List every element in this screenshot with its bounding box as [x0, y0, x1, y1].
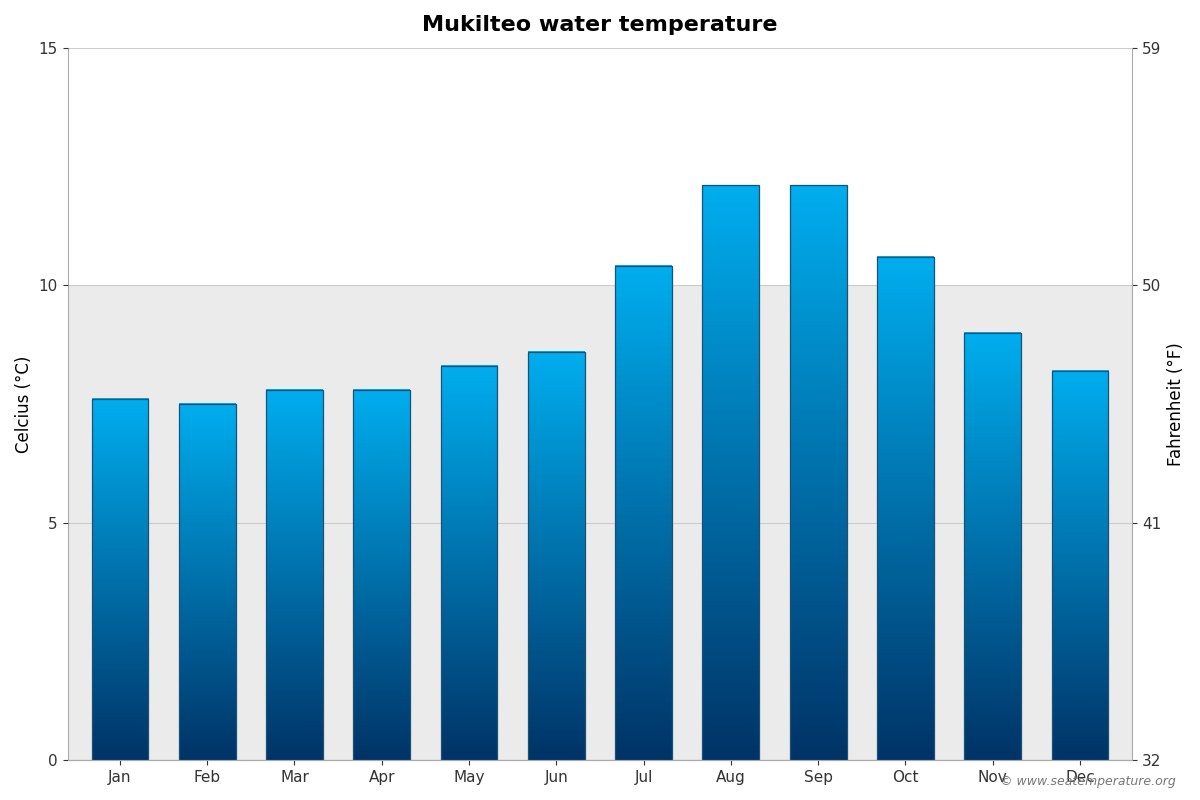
Text: © www.seatemperature.org: © www.seatemperature.org	[1001, 775, 1176, 788]
Bar	[528, 352, 584, 760]
Title: Mukilteo water temperature: Mukilteo water temperature	[422, 15, 778, 35]
Bar	[790, 186, 846, 760]
Bar	[1051, 370, 1109, 760]
Bar	[965, 333, 1021, 760]
Bar	[440, 366, 497, 760]
Bar	[877, 257, 934, 760]
Y-axis label: Fahrenheit (°F): Fahrenheit (°F)	[1166, 342, 1186, 466]
Bar	[616, 266, 672, 760]
Bar	[353, 390, 410, 760]
Bar	[67, 286, 1133, 760]
Bar	[91, 399, 149, 760]
Bar	[179, 404, 235, 760]
Bar	[266, 390, 323, 760]
Y-axis label: Celcius (°C): Celcius (°C)	[14, 355, 34, 453]
Bar	[702, 186, 760, 760]
